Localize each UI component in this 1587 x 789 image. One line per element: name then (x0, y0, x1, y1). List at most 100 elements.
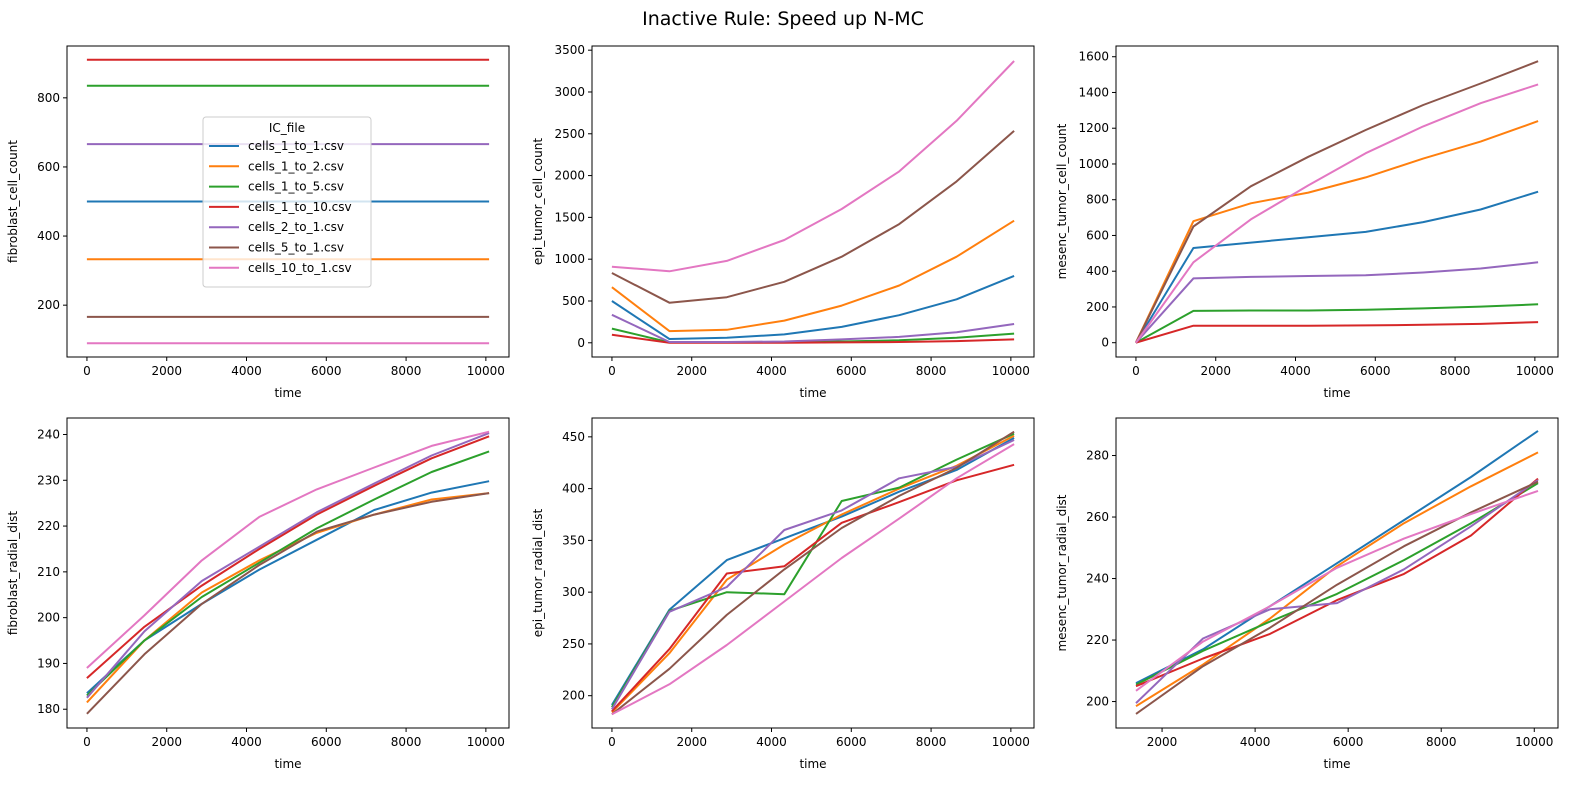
legend-label: cells_2_to_1.csv (248, 220, 344, 234)
series-line-cells-10-to-1 (1135, 489, 1539, 692)
y-tick-label: 0 (1101, 336, 1109, 350)
x-axis-label: time (274, 386, 301, 400)
x-tick-label: 10000 (467, 364, 505, 378)
x-tick-label: 6000 (311, 364, 342, 378)
y-tick-label: 200 (37, 298, 60, 312)
series-line-cells-5-to-1 (1135, 480, 1539, 715)
x-tick-label: 2000 (1147, 735, 1178, 749)
y-tick-label: 1600 (1078, 50, 1109, 64)
y-tick-label: 220 (37, 519, 60, 533)
legend-label: cells_1_to_2.csv (248, 159, 344, 173)
legend-item-cells-5-to-1: cells_5_to_1.csv (209, 241, 344, 255)
y-axis-label: fibroblast_cell_count (6, 140, 20, 263)
x-tick-label: 2000 (676, 735, 707, 749)
axes-frame (66, 417, 510, 729)
x-tick-label: 0 (1132, 364, 1140, 378)
x-axis-label: time (1323, 386, 1350, 400)
x-tick-label: 4000 (756, 364, 787, 378)
y-tick-label: 260 (1086, 510, 1109, 524)
y-tick-label: 300 (562, 585, 585, 599)
legend-label: cells_1_to_5.csv (248, 180, 344, 194)
y-tick-label: 400 (37, 229, 60, 243)
legend-label: cells_5_to_1.csv (248, 241, 344, 255)
x-tick-label: 0 (83, 364, 91, 378)
y-tick-label: 220 (1086, 633, 1109, 647)
x-tick-label: 6000 (311, 735, 342, 749)
y-tick-label: 2500 (554, 127, 585, 141)
legend-item-cells-10-to-1: cells_10_to_1.csv (209, 261, 352, 275)
series-line-cells-1-to-10 (1135, 477, 1539, 688)
subplot-2-lines (611, 60, 1015, 344)
series-line-cells-2-to-1 (611, 439, 1015, 710)
axes-frame (591, 45, 1035, 358)
x-tick-label: 2000 (151, 735, 182, 749)
subplot-6-lines (1135, 430, 1539, 715)
series-line-cells-1-to-5 (1135, 303, 1539, 344)
x-tick-label: 10000 (1516, 364, 1554, 378)
y-tick-label: 3000 (554, 85, 585, 99)
x-tick-label: 6000 (836, 364, 867, 378)
subplot-5: 0 2000 4000 6000 8000 10000 200 250 300 350 400 450… (531, 417, 1035, 771)
x-tick-label: 8000 (391, 364, 422, 378)
x-tick-label: 8000 (916, 735, 947, 749)
x-axis-label: time (799, 386, 826, 400)
y-tick-label: 1500 (554, 210, 585, 224)
y-tick-label: 180 (37, 702, 60, 716)
y-tick-label: 800 (1086, 193, 1109, 207)
series-line-cells-5-to-1 (611, 430, 1015, 716)
y-tick-label: 200 (37, 611, 60, 625)
series-line-cells-10-to-1 (611, 443, 1015, 716)
y-tick-label: 2000 (554, 169, 585, 183)
x-tick-label: 4000 (1240, 735, 1271, 749)
y-tick-label: 230 (37, 473, 60, 487)
legend-item-cells-2-to-1: cells_2_to_1.csv (209, 220, 344, 234)
x-tick-label: 4000 (231, 735, 262, 749)
x-tick-label: 4000 (231, 364, 262, 378)
subplot-4: 0 2000 4000 6000 8000 10000 180 190 200 210 220 230… (6, 417, 510, 771)
series-line-cells-1-to-1 (1135, 190, 1539, 344)
x-tick-label: 0 (83, 735, 91, 749)
y-tick-label: 400 (1086, 264, 1109, 278)
x-tick-label: 0 (608, 735, 616, 749)
x-tick-label: 8000 (1426, 735, 1457, 749)
series-line-cells-2-to-1 (1135, 261, 1539, 344)
subplot-4-lines (86, 430, 490, 715)
legend-item-cells-1-to-5: cells_1_to_5.csv (209, 180, 344, 194)
series-line-cells-5-to-1 (611, 130, 1015, 304)
series-line-cells-1-to-1 (1135, 430, 1539, 684)
x-tick-label: 6000 (836, 735, 867, 749)
x-tick-label: 0 (608, 364, 616, 378)
series-line-cells-2-to-1 (1135, 479, 1539, 704)
legend-item-cells-1-to-1: cells_1_to_1.csv (209, 139, 344, 153)
subplot-3-lines (1134, 60, 1539, 344)
x-tick-label: 10000 (992, 735, 1030, 749)
y-tick-label: 200 (562, 689, 585, 703)
x-tick-label: 2000 (1200, 364, 1231, 378)
legend-label: cells_1_to_10.csv (248, 200, 352, 214)
series-line-cells-10-to-1 (611, 60, 1015, 273)
legend-item-cells-1-to-2: cells_1_to_2.csv (209, 159, 344, 173)
series-line-cells-1-to-2 (1135, 451, 1539, 708)
y-tick-label: 800 (37, 91, 60, 105)
x-tick-label: 10000 (992, 364, 1030, 378)
series-line-cells-1-to-10 (86, 435, 490, 679)
x-tick-label: 4000 (1280, 364, 1311, 378)
x-tick-label: 10000 (1515, 735, 1553, 749)
y-tick-label: 1000 (1078, 157, 1109, 171)
x-tick-label: 4000 (756, 735, 787, 749)
y-tick-label: 600 (37, 160, 60, 174)
legend-item-cells-1-to-10: cells_1_to_10.csv (209, 200, 352, 214)
x-tick-label: 8000 (1440, 364, 1471, 378)
subplot-5-lines (611, 430, 1015, 716)
y-tick-label: 200 (1086, 300, 1109, 314)
legend: IC_file cells_1_to_1.csv cells_1_to_2.csvc… (202, 116, 372, 288)
series-line-cells-1-to-1 (611, 274, 1015, 340)
y-axis-label: mesenc_tumor_radial_dist (1055, 494, 1069, 651)
y-tick-label: 400 (562, 482, 585, 496)
y-tick-label: 280 (1086, 449, 1109, 463)
series-line-cells-1-to-5 (86, 450, 490, 697)
y-tick-label: 200 (1086, 695, 1109, 709)
series-line-cells-1-to-10 (1135, 321, 1539, 344)
series-line-cells-5-to-1 (86, 492, 490, 715)
series-line-cells-2-to-1 (86, 432, 490, 699)
